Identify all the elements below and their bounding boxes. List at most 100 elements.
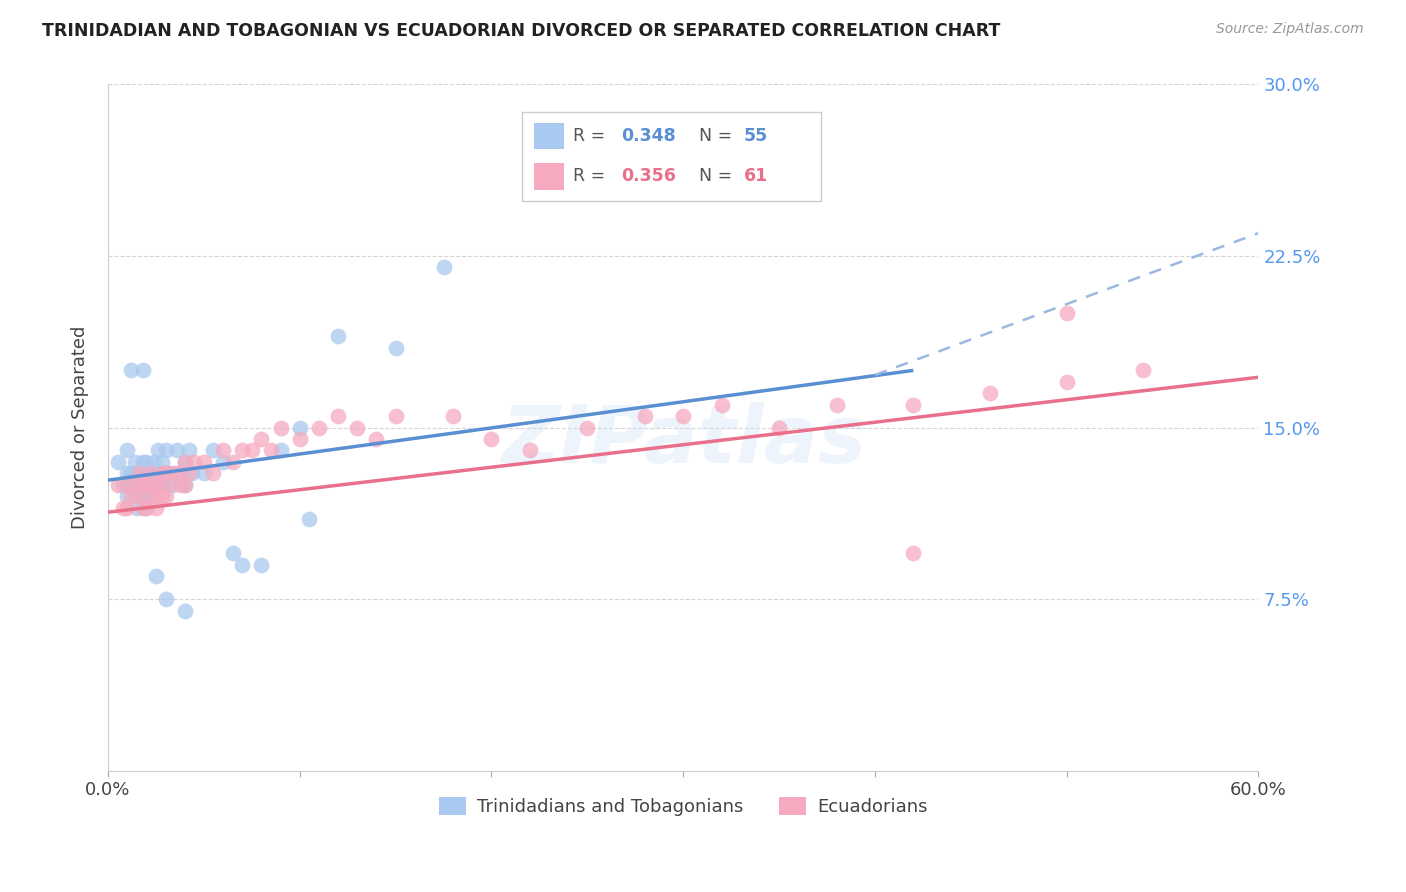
Point [193, 455, 215, 469]
Point [441, 409, 464, 424]
Text: Source: ZipAtlas.com: Source: ZipAtlas.com [1216, 22, 1364, 37]
Point [135, 500, 157, 515]
Point [221, 455, 243, 469]
Point [135, 477, 157, 491]
Point [173, 455, 195, 469]
Point [131, 489, 153, 503]
Point [173, 455, 195, 469]
Point [240, 443, 263, 458]
Point [177, 467, 200, 481]
Point [1056, 375, 1078, 389]
Point [131, 363, 153, 377]
Point [150, 489, 173, 503]
Point [903, 398, 925, 412]
Point [432, 260, 454, 275]
Point [124, 455, 146, 469]
Point [112, 500, 135, 515]
Point [270, 443, 292, 458]
Point [221, 546, 243, 560]
Point [768, 420, 790, 434]
Point [150, 455, 173, 469]
Point [346, 420, 368, 434]
Point [124, 477, 146, 491]
Point [1132, 363, 1154, 377]
Point [162, 467, 184, 481]
Y-axis label: Divorced or Separated: Divorced or Separated [72, 326, 89, 529]
Point [143, 455, 166, 469]
Point [131, 500, 153, 515]
Point [157, 477, 180, 491]
Point [107, 455, 129, 469]
Point [288, 432, 311, 446]
Point [146, 477, 169, 491]
Point [672, 409, 695, 424]
Point [170, 467, 193, 481]
Point [288, 420, 311, 434]
Point [634, 409, 657, 424]
Point [131, 467, 153, 481]
Point [212, 455, 235, 469]
Point [157, 467, 180, 481]
Point [120, 477, 142, 491]
Point [131, 455, 153, 469]
Point [576, 420, 599, 434]
Point [139, 477, 162, 491]
Point [120, 489, 142, 503]
Point [135, 477, 157, 491]
Point [120, 363, 142, 377]
Point [903, 546, 925, 560]
Point [166, 443, 188, 458]
Point [139, 489, 162, 503]
Point [326, 329, 349, 343]
Point [260, 443, 283, 458]
Point [145, 489, 167, 503]
Point [710, 398, 733, 412]
Point [250, 558, 273, 572]
Point [145, 500, 167, 515]
Point [115, 467, 138, 481]
Point [155, 467, 177, 481]
Point [181, 467, 204, 481]
Point [173, 603, 195, 617]
Point [155, 443, 177, 458]
Point [183, 455, 205, 469]
Point [202, 467, 225, 481]
Point [298, 512, 321, 526]
Point [155, 489, 177, 503]
Point [139, 467, 162, 481]
Point [519, 443, 541, 458]
Point [125, 477, 148, 491]
Legend: Trinidadians and Tobagonians, Ecuadorians: Trinidadians and Tobagonians, Ecuadorian… [432, 789, 935, 823]
Point [125, 489, 148, 503]
Point [250, 432, 273, 446]
Point [1056, 306, 1078, 320]
Point [135, 455, 157, 469]
Point [384, 341, 406, 355]
Point [115, 477, 138, 491]
Point [308, 420, 330, 434]
Point [155, 467, 177, 481]
Point [131, 477, 153, 491]
Point [270, 420, 292, 434]
Point [125, 500, 148, 515]
Point [326, 409, 349, 424]
Point [231, 443, 253, 458]
Point [193, 467, 215, 481]
Point [177, 443, 200, 458]
Point [173, 477, 195, 491]
Text: TRINIDADIAN AND TOBAGONIAN VS ECUADORIAN DIVORCED OR SEPARATED CORRELATION CHART: TRINIDADIAN AND TOBAGONIAN VS ECUADORIAN… [42, 22, 1001, 40]
Point [634, 146, 657, 161]
Point [115, 489, 138, 503]
Text: ZIPatlas: ZIPatlas [501, 402, 866, 480]
Point [150, 477, 173, 491]
Point [139, 489, 162, 503]
Point [212, 443, 235, 458]
Point [139, 467, 162, 481]
Point [125, 467, 148, 481]
Point [202, 443, 225, 458]
Point [173, 477, 195, 491]
Point [162, 477, 184, 491]
Point [143, 477, 166, 491]
Point [120, 467, 142, 481]
Point [145, 477, 167, 491]
